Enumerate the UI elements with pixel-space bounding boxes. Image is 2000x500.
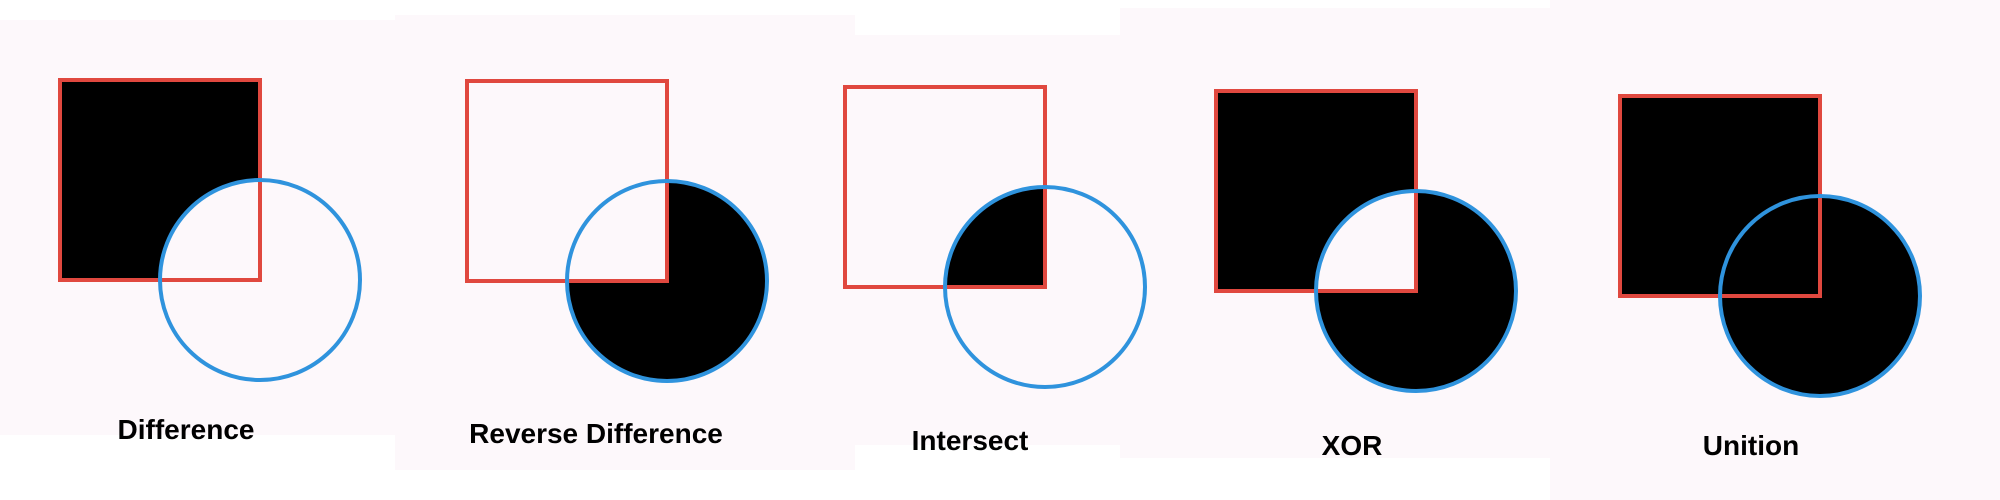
label-union: Unition bbox=[1702, 430, 1800, 461]
label-intersect: Intersect bbox=[911, 425, 1029, 456]
fill-intersection bbox=[945, 187, 1045, 287]
fill-square-minus-circle bbox=[60, 80, 260, 280]
panel-union bbox=[1618, 94, 1922, 398]
panel-reverse-difference bbox=[465, 79, 769, 383]
panel-difference bbox=[58, 78, 362, 382]
panel-background-2 bbox=[395, 15, 855, 470]
circle-outline bbox=[565, 179, 769, 383]
circle-outline bbox=[1314, 189, 1518, 393]
fill-square-minus-circle bbox=[1216, 91, 1416, 291]
label-difference: Difference bbox=[117, 414, 255, 445]
label-xor: XOR bbox=[1321, 430, 1383, 461]
circle-outline bbox=[158, 178, 362, 382]
panel-xor bbox=[1214, 89, 1518, 393]
circle-outline bbox=[1718, 194, 1922, 398]
circle-outline bbox=[943, 185, 1147, 389]
square-outline bbox=[465, 79, 669, 283]
label-reverse-difference: Reverse Difference bbox=[469, 418, 723, 449]
panel-intersect bbox=[843, 85, 1147, 389]
